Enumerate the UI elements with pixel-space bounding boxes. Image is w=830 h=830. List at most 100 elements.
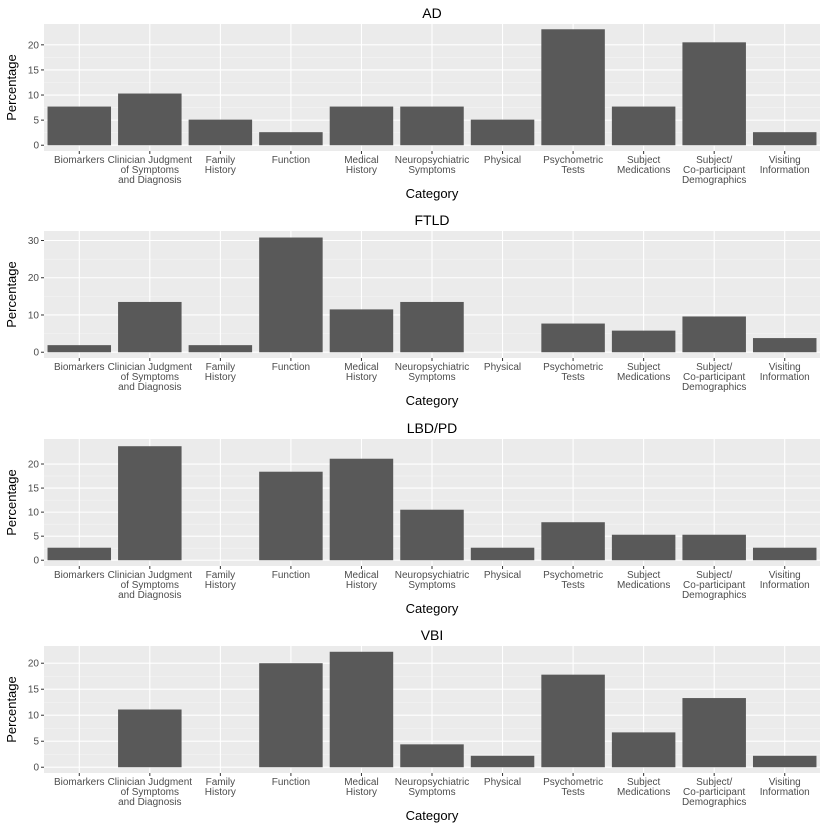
bar <box>329 106 394 146</box>
bar <box>470 119 535 146</box>
x-tick-label: Family History <box>205 362 236 383</box>
y-tick-label: 30 <box>28 236 40 247</box>
facet-panel-lbd-pd: 0 5 10 15 20 Biomarkers Clinician Judgment of S… <box>4 420 820 616</box>
bar <box>47 345 112 353</box>
y-tick-label: 20 <box>28 659 40 670</box>
y-tick-label: 0 <box>33 763 39 774</box>
x-tick-label: Biomarkers <box>54 777 105 788</box>
y-tick-label: 20 <box>28 460 40 471</box>
x-axis-title: Category <box>406 186 459 201</box>
x-tick-label: Medical History <box>344 155 378 176</box>
y-tick-label: 0 <box>33 348 39 359</box>
bar <box>329 458 394 561</box>
y-axis-title: Percentage <box>4 261 19 328</box>
bar <box>611 106 676 146</box>
bar <box>188 345 253 353</box>
x-tick-label: Subject/Co-participant Demographics <box>682 570 746 601</box>
x-tick-label: Neuropsychiatric Symptoms <box>395 777 469 798</box>
y-tick-label: 5 <box>33 737 39 748</box>
bar <box>541 522 605 561</box>
bar <box>541 323 605 353</box>
panel-title: FTLD <box>415 212 450 228</box>
y-tick-label: 15 <box>28 484 40 495</box>
x-tick-label: Clinician Judgment of Symptoms and Diagnos… <box>108 155 193 186</box>
y-axis-title: Percentage <box>4 469 19 536</box>
panel-title: AD <box>422 5 441 21</box>
bar <box>188 119 253 146</box>
x-tick-label: Family History <box>205 777 236 798</box>
x-axis-title: Category <box>406 808 459 823</box>
bar <box>118 301 182 353</box>
facet-panel-vbi: 0 5 10 15 20 Biomarkers Clinician Judgment of S… <box>4 627 820 823</box>
x-tick-label: Subject/Co-participant Demographics <box>682 777 746 808</box>
facet-panel-ftld: 0 10 20 30 Biomarkers Clinician Judgment of Sy… <box>4 212 820 408</box>
bar <box>259 237 323 353</box>
x-tick-label: Visiting Information <box>760 362 810 383</box>
x-tick-label: Subject Medications <box>617 155 670 176</box>
bar <box>329 651 394 768</box>
y-axis-title: Percentage <box>4 54 19 121</box>
x-tick-label: Function <box>272 155 310 166</box>
x-axis-title: Category <box>406 393 459 408</box>
x-tick-label: Biomarkers <box>54 362 105 373</box>
bar <box>400 509 464 561</box>
x-tick-label: Visiting Information <box>760 570 810 591</box>
x-tick-label: Psychometric Tests <box>543 777 603 798</box>
x-tick-label: Biomarkers <box>54 155 105 166</box>
y-tick-label: 15 <box>28 685 40 696</box>
bar <box>259 132 323 146</box>
bar <box>611 732 676 768</box>
bar <box>752 338 817 353</box>
y-tick-label: 15 <box>28 65 40 76</box>
bar <box>118 93 182 146</box>
bar <box>682 316 746 353</box>
bar <box>259 663 323 768</box>
bar <box>329 309 394 353</box>
x-tick-label: Neuropsychiatric Symptoms <box>395 155 469 176</box>
bar <box>682 698 746 768</box>
x-tick-label: Visiting Information <box>760 155 810 176</box>
bar <box>47 547 112 561</box>
bar <box>400 301 464 353</box>
x-tick-label: Medical History <box>344 570 378 591</box>
bar <box>118 709 182 768</box>
bar <box>470 755 535 768</box>
x-tick-label: Subject Medications <box>617 362 670 383</box>
x-tick-label: Biomarkers <box>54 570 105 581</box>
x-tick-label: Physical <box>484 155 521 166</box>
x-tick-label: Subject/Co-participant Demographics <box>682 362 746 393</box>
bar <box>611 330 676 353</box>
y-tick-label: 20 <box>28 40 40 51</box>
bar <box>470 547 535 561</box>
bar <box>682 534 746 561</box>
bar <box>752 547 817 561</box>
bar <box>682 42 746 146</box>
y-axis-title: Percentage <box>4 676 19 743</box>
bar <box>400 106 464 146</box>
x-tick-label: Clinician Judgment of Symptoms and Diagnos… <box>108 777 193 808</box>
x-tick-label: Psychometric Tests <box>543 362 603 383</box>
bar <box>118 446 182 561</box>
x-tick-label: Family History <box>205 570 236 591</box>
y-tick-label: 5 <box>33 532 39 543</box>
x-tick-label: Physical <box>484 777 521 788</box>
bar <box>752 132 817 146</box>
x-tick-label: Medical History <box>344 362 378 383</box>
x-tick-label: Medical History <box>344 777 378 798</box>
x-tick-label: Family History <box>205 155 236 176</box>
x-tick-label: Neuropsychiatric Symptoms <box>395 570 469 591</box>
panel-title: LBD/PD <box>407 420 458 436</box>
x-tick-label: Clinician Judgment of Symptoms and Diagnos… <box>108 570 193 601</box>
y-tick-label: 0 <box>33 141 39 152</box>
bar <box>541 674 605 768</box>
x-tick-label: Clinician Judgment of Symptoms and Diagnos… <box>108 362 193 393</box>
x-tick-label: Physical <box>484 570 521 581</box>
x-tick-label: Function <box>272 570 310 581</box>
y-tick-label: 0 <box>33 556 39 567</box>
y-tick-label: 10 <box>28 711 40 722</box>
bar <box>47 106 112 146</box>
x-tick-label: Function <box>272 777 310 788</box>
facet-panel-ad: 0 5 10 15 20 Biomarkers Clinician Judgment of S… <box>4 5 820 201</box>
y-tick-label: 10 <box>28 310 40 321</box>
